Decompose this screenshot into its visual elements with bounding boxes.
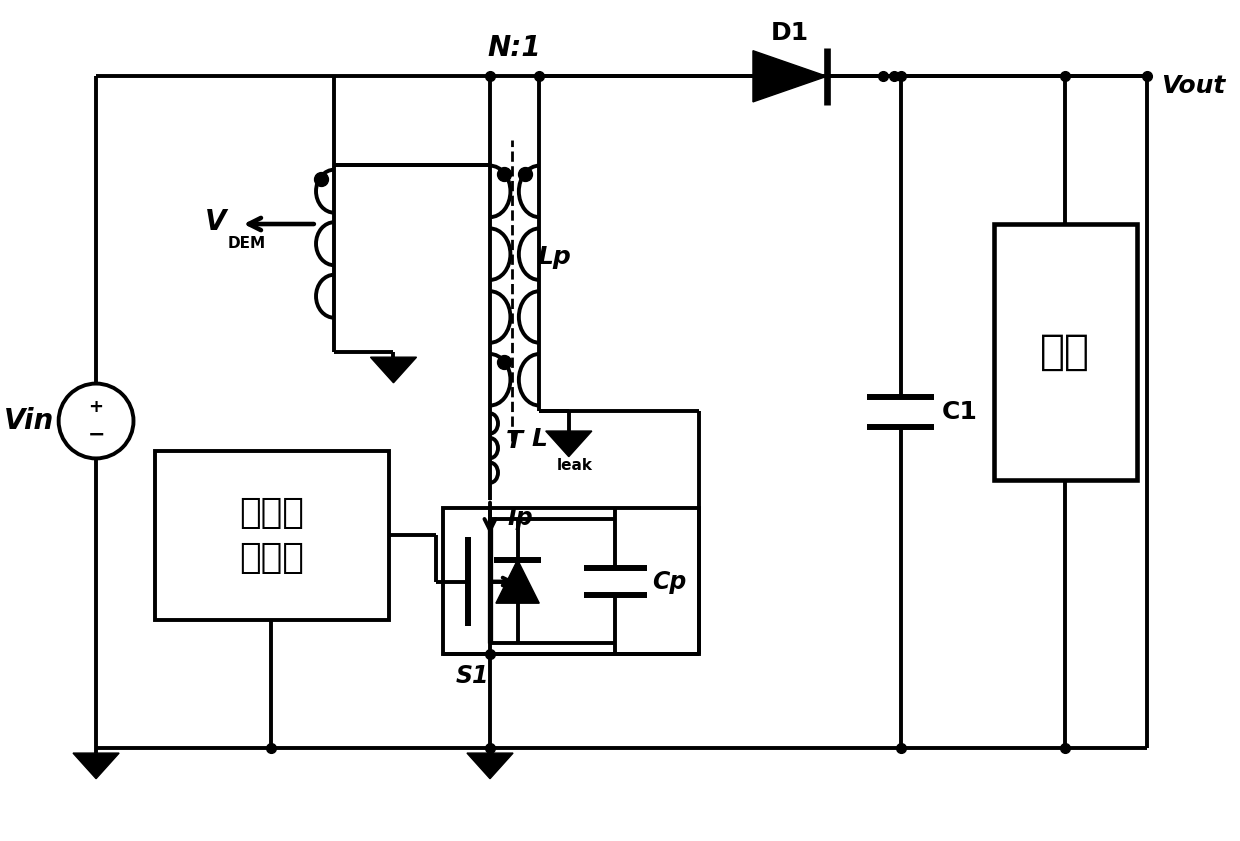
Bar [443,508,699,654]
Text: 负载: 负载 [1040,331,1090,373]
Text: leak: leak [557,458,593,473]
Text: T: T [506,429,523,452]
Text: 准谐振
控制器: 准谐振 控制器 [239,496,304,574]
Text: V: V [205,208,226,236]
Text: DEM: DEM [228,235,267,251]
Bar [155,451,388,620]
Polygon shape [371,357,417,383]
Text: Cp: Cp [652,569,687,594]
Polygon shape [496,560,539,603]
Text: Vout: Vout [1161,74,1225,98]
Text: −: − [87,425,105,445]
Text: Vin: Vin [4,407,55,435]
Polygon shape [546,431,591,457]
Bar [994,224,1137,480]
Text: N:1: N:1 [487,34,542,61]
Text: C1: C1 [942,400,978,424]
Polygon shape [753,50,827,102]
Polygon shape [467,753,513,779]
Text: Ip: Ip [507,506,533,531]
Text: S1: S1 [455,664,489,688]
Text: +: + [88,398,104,416]
Polygon shape [73,753,119,779]
Text: L: L [532,426,547,451]
Text: Lp: Lp [537,245,572,268]
Text: D1: D1 [770,21,808,45]
